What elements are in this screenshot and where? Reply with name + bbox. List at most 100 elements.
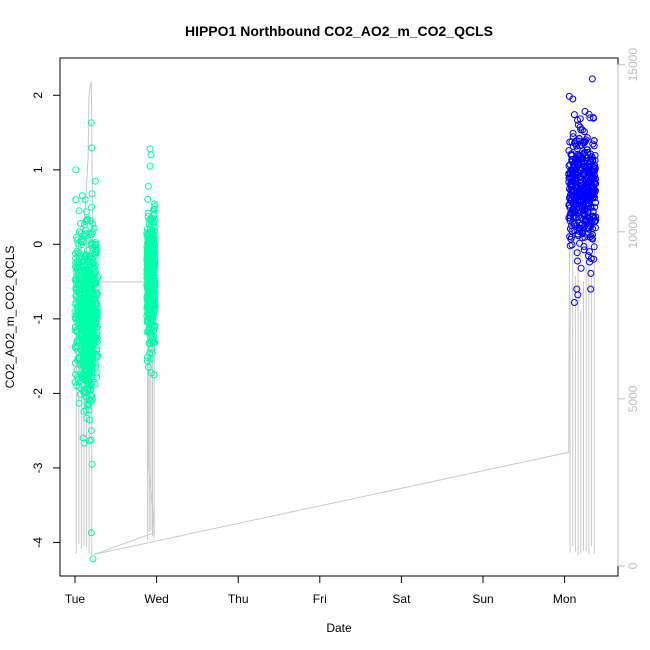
data-point [585, 248, 593, 256]
data-point [592, 199, 599, 207]
data-point [84, 340, 91, 348]
data-point [150, 275, 157, 283]
data-point [143, 353, 151, 361]
data-point [71, 323, 79, 331]
y2-tick-label: 5000 [626, 385, 640, 412]
data-point [147, 233, 155, 241]
data-point [144, 257, 151, 265]
data-point [82, 278, 90, 286]
data-point [568, 167, 576, 175]
data-point [566, 217, 574, 225]
data-point [88, 144, 96, 152]
data-point [76, 250, 84, 258]
data-point [88, 190, 96, 198]
data-point [590, 163, 598, 171]
data-point [584, 149, 592, 156]
data-point [83, 208, 90, 216]
data-point [84, 246, 91, 254]
data-point [576, 123, 584, 131]
data-point [79, 434, 87, 442]
data-point [83, 232, 91, 240]
data-point [89, 254, 97, 262]
data-point [80, 354, 87, 362]
data-point [150, 200, 158, 208]
data-point [87, 385, 95, 393]
data-point [86, 416, 94, 424]
data-point [80, 350, 88, 358]
data-point [574, 171, 582, 179]
data-point [568, 186, 576, 194]
data-point [145, 309, 153, 316]
series-1 [143, 145, 159, 379]
data-point [581, 148, 589, 156]
data-point [151, 250, 158, 258]
data-point [585, 194, 593, 202]
data-point [577, 264, 585, 272]
data-point [150, 371, 158, 379]
data-point [574, 213, 582, 221]
data-point [580, 128, 588, 136]
data-point [88, 203, 96, 211]
data-point [148, 349, 156, 356]
data-point [589, 114, 597, 122]
data-point [83, 216, 90, 224]
data-point [576, 142, 584, 150]
data-point [146, 339, 154, 347]
data-point [150, 265, 158, 273]
data-point [581, 189, 588, 196]
data-point [85, 314, 93, 322]
data-point [91, 380, 99, 388]
data-point [83, 389, 91, 397]
data-point [149, 294, 157, 302]
data-point [89, 259, 97, 267]
data-point [85, 272, 93, 280]
data-point [81, 339, 89, 347]
data-point [591, 217, 599, 225]
data-point [583, 200, 590, 207]
data-point [75, 263, 83, 270]
data-point [571, 208, 579, 216]
data-point [80, 257, 88, 265]
data-point [585, 179, 593, 187]
y-tick-label: -2 [31, 388, 45, 399]
data-point [588, 156, 596, 164]
data-point [146, 349, 153, 357]
data-point [73, 292, 81, 300]
data-point [577, 159, 585, 167]
data-point [71, 378, 79, 386]
data-point [78, 241, 86, 249]
data-point [86, 284, 93, 291]
data-point [568, 227, 576, 235]
data-point [591, 203, 599, 211]
data-point [583, 216, 590, 224]
data-point [581, 206, 589, 214]
x-tick-label: Wed [144, 592, 168, 606]
data-point [90, 224, 98, 232]
data-point [89, 274, 97, 282]
data-point [88, 368, 96, 376]
data-point [574, 116, 581, 124]
y2-tick-label: 10000 [626, 215, 640, 249]
chart-title: HIPPO1 Northbound CO2_AO2_m_CO2_QCLS [185, 23, 493, 39]
y-tick-label: -4 [31, 537, 45, 548]
data-point [146, 162, 154, 170]
data-point [75, 399, 83, 407]
data-point [83, 215, 91, 223]
data-point [92, 241, 100, 249]
data-point [146, 242, 154, 250]
data-point [569, 182, 577, 190]
data-point [144, 363, 152, 371]
x-tick-label: Sat [392, 592, 411, 606]
data-point [143, 318, 151, 326]
data-point [151, 322, 159, 330]
data-point [87, 436, 95, 444]
data-point [569, 95, 577, 103]
data-point [83, 302, 91, 310]
x-tick-label: Thu [228, 592, 249, 606]
data-point [575, 173, 583, 181]
data-point [88, 460, 96, 468]
data-point [87, 289, 95, 297]
data-point [568, 191, 576, 199]
data-point [82, 293, 89, 301]
